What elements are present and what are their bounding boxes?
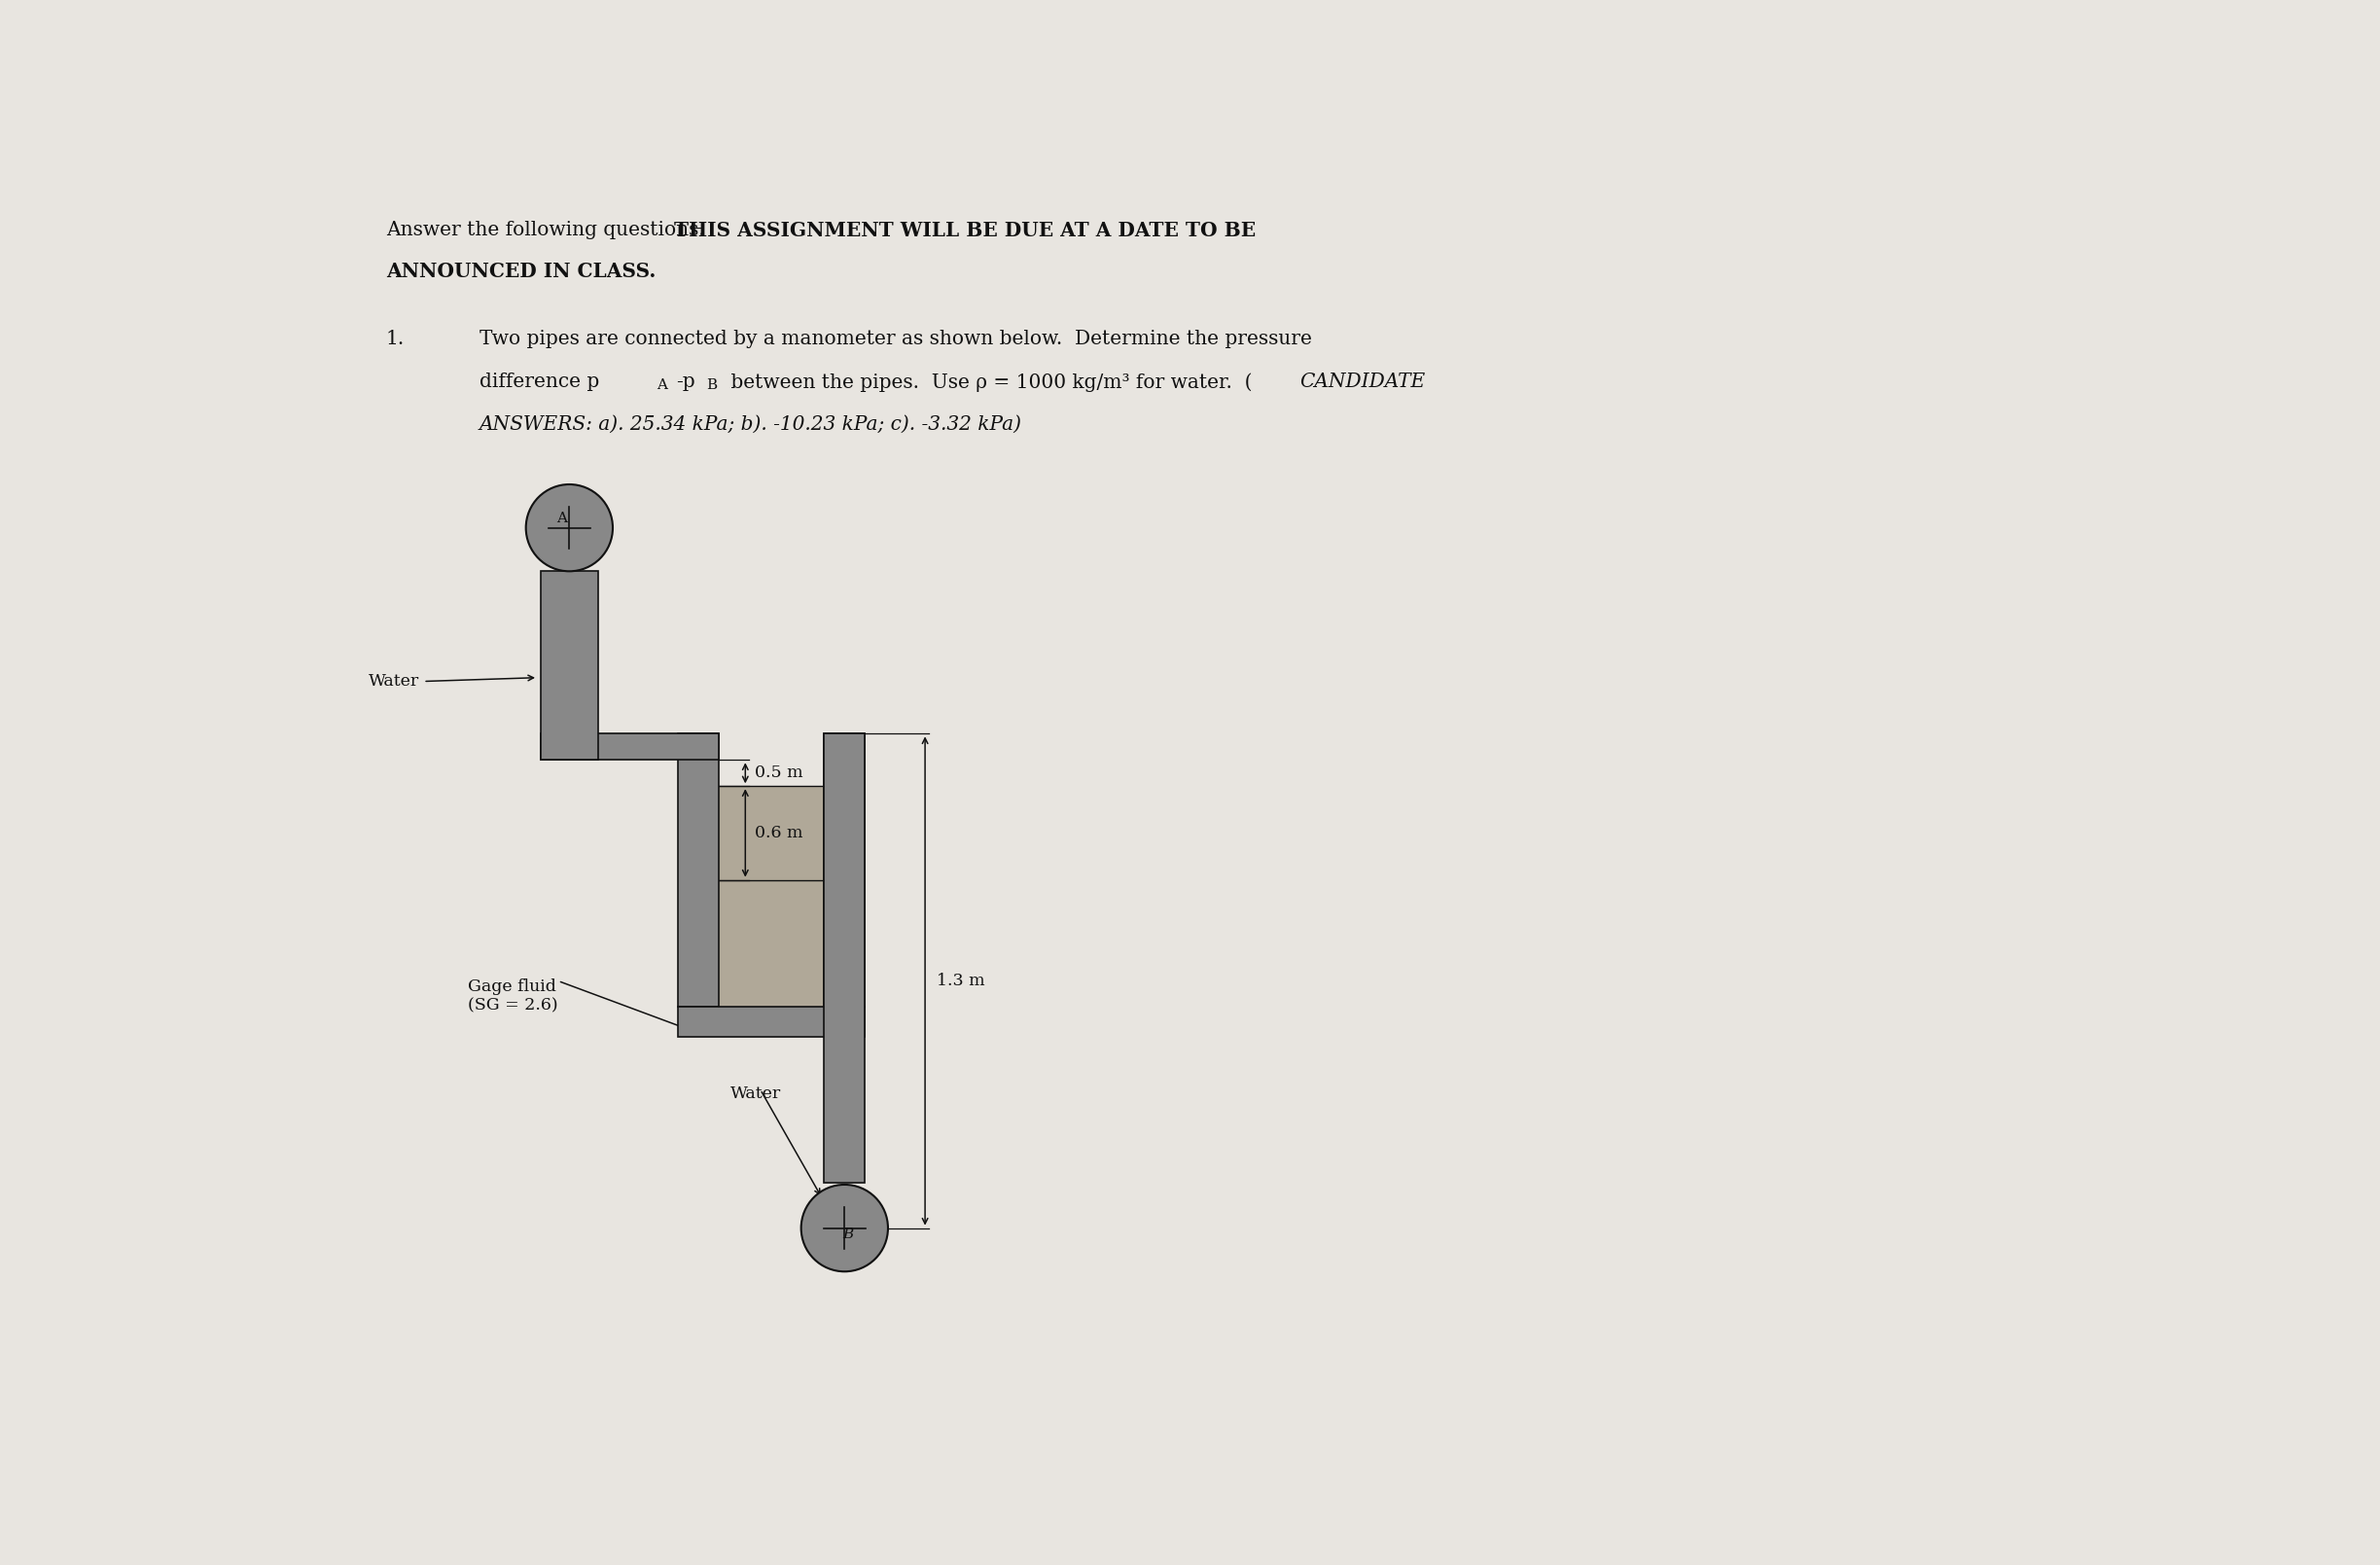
Text: A: A	[557, 512, 566, 526]
Bar	[678, 734, 719, 1008]
Text: Gage fluid
(SG = 2.6): Gage fluid (SG = 2.6)	[469, 978, 559, 1014]
Text: -p: -p	[676, 372, 695, 391]
Text: B: B	[843, 1227, 854, 1241]
Bar	[540, 734, 719, 761]
Text: Water: Water	[369, 673, 419, 690]
Text: Two pipes are connected by a manometer as shown below.  Determine the pressure: Two pipes are connected by a manometer a…	[478, 329, 1311, 347]
Text: difference p: difference p	[478, 372, 600, 391]
Text: ANNOUNCED IN CLASS.: ANNOUNCED IN CLASS.	[386, 261, 654, 282]
Text: CANDIDATE: CANDIDATE	[1299, 372, 1426, 391]
Circle shape	[802, 1185, 888, 1271]
Text: Water: Water	[731, 1085, 781, 1102]
Text: between the pipes.  Use ρ = 1000 kg/m³ for water.  (: between the pipes. Use ρ = 1000 kg/m³ fo…	[724, 372, 1252, 391]
Text: 1.3 m: 1.3 m	[935, 973, 985, 989]
Text: 0.5 m: 0.5 m	[754, 765, 802, 781]
Text: THIS ASSIGNMENT WILL BE DUE AT A DATE TO BE: THIS ASSIGNMENT WILL BE DUE AT A DATE TO…	[674, 221, 1257, 239]
Text: Answer the following questions.: Answer the following questions.	[386, 221, 712, 239]
Bar	[719, 786, 823, 1008]
Circle shape	[526, 485, 612, 571]
Text: 0.6 m: 0.6 m	[754, 825, 802, 842]
Bar	[678, 1008, 866, 1038]
Text: 1.: 1.	[386, 329, 405, 347]
Text: ANSWERS: a). 25.34 kPa; b). -10.23 kPa; c). -3.32 kPa): ANSWERS: a). 25.34 kPa; b). -10.23 kPa; …	[478, 415, 1021, 434]
Bar	[823, 734, 866, 1183]
Bar	[823, 734, 866, 1008]
Text: A: A	[657, 379, 666, 393]
Bar	[540, 571, 597, 761]
Text: B: B	[707, 379, 716, 393]
